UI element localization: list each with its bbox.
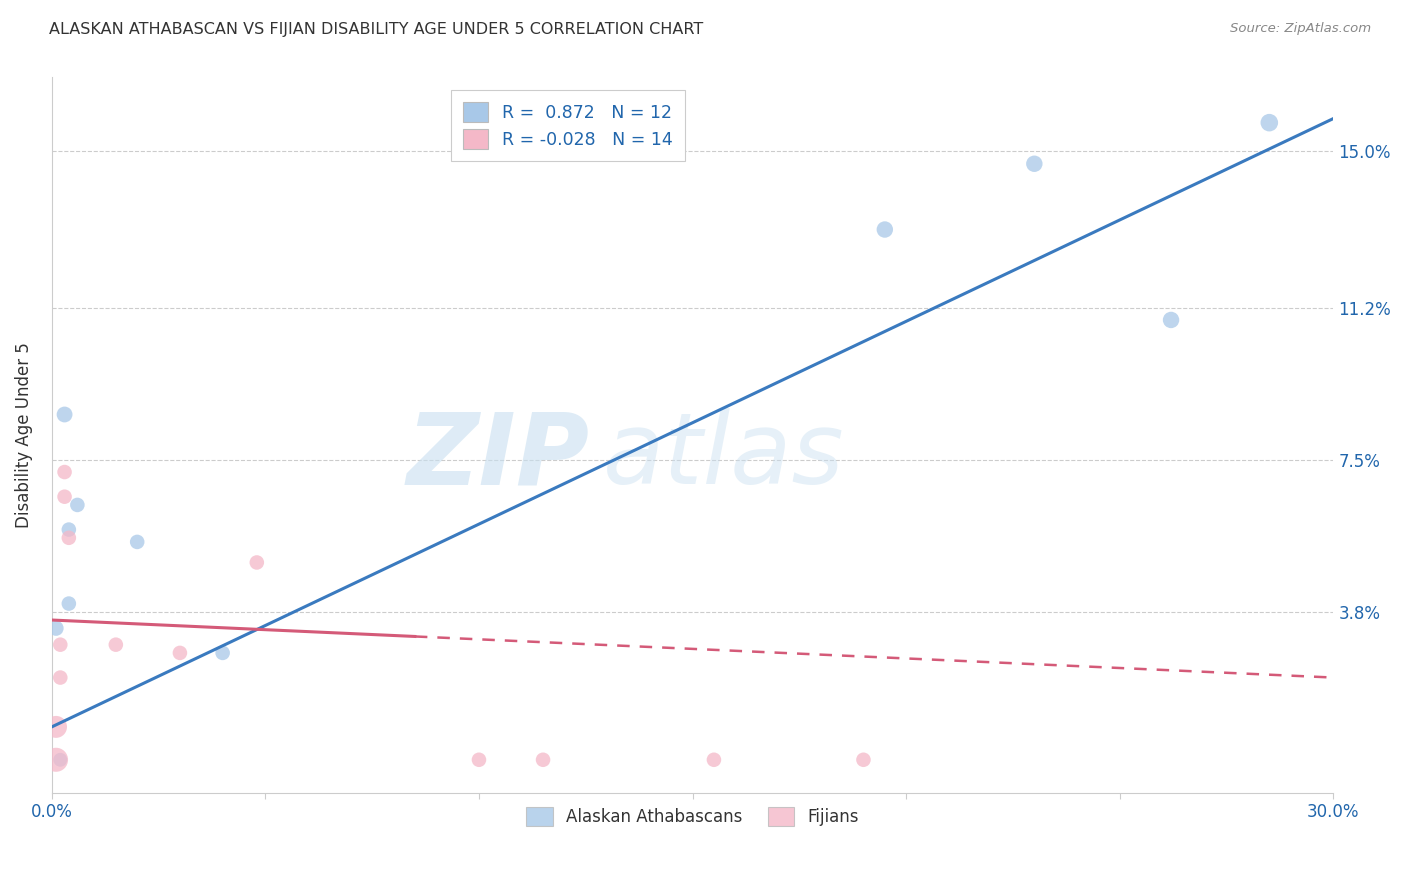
Point xyxy=(45,753,67,767)
Point xyxy=(852,753,875,767)
Point xyxy=(1160,313,1182,327)
Point xyxy=(1258,116,1281,130)
Point xyxy=(127,535,149,549)
Point xyxy=(53,408,76,422)
Point xyxy=(45,720,67,734)
Point xyxy=(58,597,80,611)
Text: ZIP: ZIP xyxy=(408,408,591,505)
Point xyxy=(1024,157,1046,171)
Point xyxy=(53,465,76,479)
Point xyxy=(58,523,80,537)
Text: ALASKAN ATHABASCAN VS FIJIAN DISABILITY AGE UNDER 5 CORRELATION CHART: ALASKAN ATHABASCAN VS FIJIAN DISABILITY … xyxy=(49,22,703,37)
Text: Source: ZipAtlas.com: Source: ZipAtlas.com xyxy=(1230,22,1371,36)
Point xyxy=(531,753,554,767)
Legend: Alaskan Athabascans, Fijians: Alaskan Athabascans, Fijians xyxy=(517,798,868,834)
Point xyxy=(53,490,76,504)
Point xyxy=(58,531,80,545)
Y-axis label: Disability Age Under 5: Disability Age Under 5 xyxy=(15,343,32,528)
Point xyxy=(49,638,72,652)
Point xyxy=(703,753,725,767)
Point xyxy=(104,638,127,652)
Text: atlas: atlas xyxy=(603,408,845,505)
Point xyxy=(49,753,72,767)
Point xyxy=(49,671,72,685)
Point xyxy=(246,556,269,570)
Point xyxy=(873,222,896,236)
Point xyxy=(66,498,89,512)
Point xyxy=(468,753,491,767)
Point xyxy=(169,646,191,660)
Point xyxy=(211,646,233,660)
Point xyxy=(45,621,67,635)
